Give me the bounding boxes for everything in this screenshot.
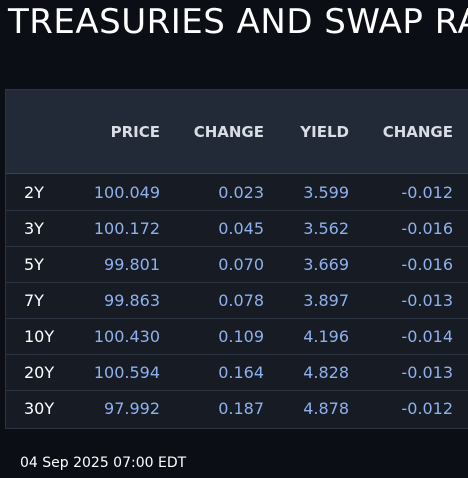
column-header-yield: YIELD [300, 123, 349, 141]
tenor-label: 5Y [24, 255, 44, 274]
price-value: 100.172 [93, 219, 160, 238]
price-value: 97.992 [104, 399, 160, 418]
table-row: 2Y 100.049 0.023 3.599 -0.012 [6, 174, 468, 211]
table-row: 10Y 100.430 0.109 4.196 -0.014 [6, 318, 468, 355]
price-value: 100.430 [93, 327, 160, 346]
page-title: TREASURIES AND SWAP RA [8, 2, 468, 42]
price-value: 100.049 [93, 183, 160, 202]
column-header-price: PRICE [110, 123, 160, 141]
price-value: 99.863 [104, 291, 160, 310]
table-row: 3Y 100.172 0.045 3.562 -0.016 [6, 210, 468, 247]
yield-change-value: -0.014 [401, 327, 453, 346]
table-row: 30Y 97.992 0.187 4.878 -0.012 [6, 390, 468, 426]
price-change-value: 0.023 [218, 183, 264, 202]
treasuries-table: PRICE CHANGE YIELD CHANGE 2Y 100.049 0.0… [5, 89, 468, 429]
timestamp: 04 Sep 2025 07:00 EDT [20, 455, 187, 471]
column-header-price-change: CHANGE [193, 123, 264, 141]
tenor-label: 3Y [24, 219, 44, 238]
yield-change-value: -0.013 [401, 363, 453, 382]
yield-change-value: -0.012 [401, 183, 453, 202]
tenor-label: 10Y [24, 327, 55, 346]
table-row: 5Y 99.801 0.070 3.669 -0.016 [6, 246, 468, 283]
yield-value: 3.669 [303, 255, 349, 274]
yield-value: 4.828 [303, 363, 349, 382]
yield-value: 3.897 [303, 291, 349, 310]
table-row: 20Y 100.594 0.164 4.828 -0.013 [6, 354, 468, 391]
yield-value: 3.562 [303, 219, 349, 238]
yield-value: 3.599 [303, 183, 349, 202]
price-change-value: 0.164 [218, 363, 264, 382]
price-change-value: 0.078 [218, 291, 264, 310]
yield-change-value: -0.016 [401, 219, 453, 238]
price-change-value: 0.109 [218, 327, 264, 346]
yield-change-value: -0.016 [401, 255, 453, 274]
price-value: 100.594 [93, 363, 160, 382]
price-change-value: 0.045 [218, 219, 264, 238]
yield-value: 4.878 [303, 399, 349, 418]
tenor-label: 7Y [24, 291, 44, 310]
price-value: 99.801 [104, 255, 160, 274]
yield-change-value: -0.013 [401, 291, 453, 310]
table-header: PRICE CHANGE YIELD CHANGE [6, 90, 468, 174]
price-change-value: 0.070 [218, 255, 264, 274]
tenor-label: 20Y [24, 363, 55, 382]
yield-change-value: -0.012 [401, 399, 453, 418]
column-header-yield-change: CHANGE [382, 123, 453, 141]
tenor-label: 2Y [24, 183, 44, 202]
tenor-label: 30Y [24, 399, 55, 418]
table-row: 7Y 99.863 0.078 3.897 -0.013 [6, 282, 468, 319]
yield-value: 4.196 [303, 327, 349, 346]
price-change-value: 0.187 [218, 399, 264, 418]
